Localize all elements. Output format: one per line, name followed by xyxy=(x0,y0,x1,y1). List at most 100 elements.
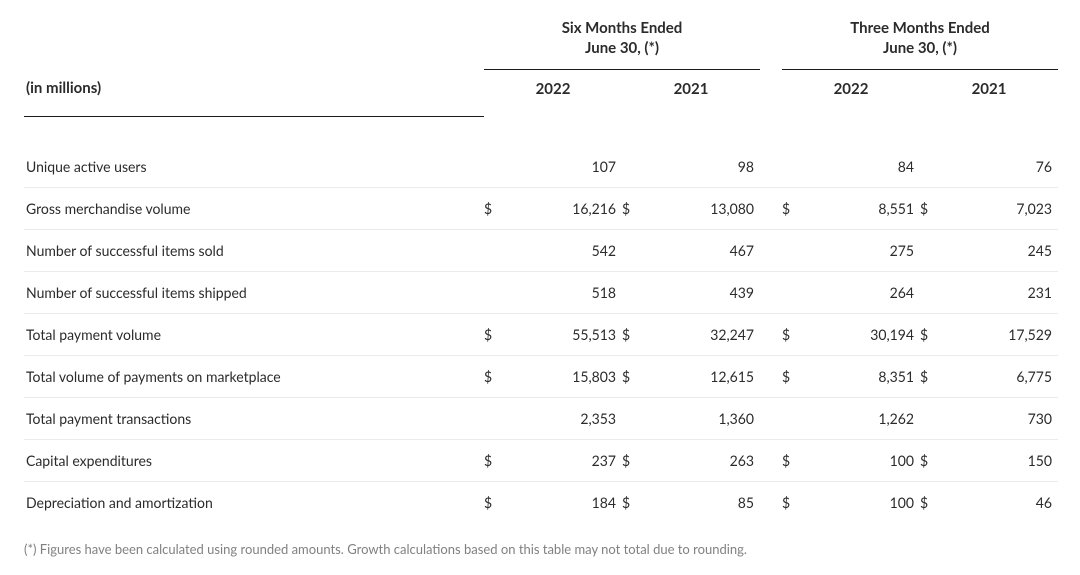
currency-symbol xyxy=(622,146,652,188)
metric-label: Number of successful items shipped xyxy=(24,272,484,314)
currency-symbol: $ xyxy=(920,314,950,356)
currency-symbol xyxy=(782,272,812,314)
currency-symbol: $ xyxy=(484,482,514,524)
year-6m-2022: 2022 xyxy=(484,69,622,116)
group-title-line2: June 30, (*) xyxy=(883,39,957,57)
metric-value: 231 xyxy=(950,272,1058,314)
metric-value: 46 xyxy=(950,482,1058,524)
metric-value: 32,247 xyxy=(652,314,760,356)
metric-label: Capital expenditures xyxy=(24,440,484,482)
metric-value: 263 xyxy=(652,440,760,482)
metric-value: 30,194 xyxy=(812,314,920,356)
metric-value: 85 xyxy=(652,482,760,524)
metric-value: 275 xyxy=(812,230,920,272)
metric-value: 237 xyxy=(514,440,622,482)
metric-value: 98 xyxy=(652,146,760,188)
table-row: Total volume of payments on marketplace … xyxy=(24,356,1058,398)
metric-value: 2,353 xyxy=(514,398,622,440)
currency-symbol xyxy=(484,272,514,314)
currency-symbol: $ xyxy=(782,482,812,524)
metric-value: 107 xyxy=(514,146,622,188)
metric-value: 100 xyxy=(812,440,920,482)
metric-value: 542 xyxy=(514,230,622,272)
metric-value: 8,351 xyxy=(812,356,920,398)
metric-value: 467 xyxy=(652,230,760,272)
metric-value: 17,529 xyxy=(950,314,1058,356)
column-group-three-months: Three Months Ended June 30, (*) xyxy=(782,18,1058,69)
metric-value: 518 xyxy=(514,272,622,314)
currency-symbol: $ xyxy=(622,482,652,524)
currency-symbol xyxy=(782,398,812,440)
currency-symbol xyxy=(622,398,652,440)
currency-symbol: $ xyxy=(920,440,950,482)
table-row: Total payment transactions 2,353 1,360 1… xyxy=(24,398,1058,440)
table-row: Number of successful items sold 542 467 … xyxy=(24,230,1058,272)
currency-symbol xyxy=(484,398,514,440)
currency-symbol xyxy=(920,230,950,272)
metric-value: 84 xyxy=(812,146,920,188)
currency-symbol: $ xyxy=(920,482,950,524)
metric-value: 150 xyxy=(950,440,1058,482)
metric-value: 245 xyxy=(950,230,1058,272)
metric-label: Unique active users xyxy=(24,146,484,188)
currency-symbol: $ xyxy=(622,440,652,482)
currency-symbol: $ xyxy=(622,356,652,398)
year-6m-2021: 2021 xyxy=(622,69,760,116)
currency-symbol xyxy=(622,230,652,272)
year-3m-2022: 2022 xyxy=(782,69,920,116)
currency-symbol: $ xyxy=(484,188,514,230)
metric-label: Total payment transactions xyxy=(24,398,484,440)
table-row: Total payment volume $ 55,513 $ 32,247 $… xyxy=(24,314,1058,356)
metric-label: Depreciation and amortization xyxy=(24,482,484,524)
currency-symbol: $ xyxy=(484,440,514,482)
currency-symbol xyxy=(622,272,652,314)
metric-value: 12,615 xyxy=(652,356,760,398)
metric-value: 15,803 xyxy=(514,356,622,398)
table-row: Unique active users 107 98 84 76 xyxy=(24,146,1058,188)
metric-value: 76 xyxy=(950,146,1058,188)
currency-symbol: $ xyxy=(782,188,812,230)
currency-symbol: $ xyxy=(484,356,514,398)
metric-value: 184 xyxy=(514,482,622,524)
currency-symbol: $ xyxy=(920,356,950,398)
metric-label: Gross merchandise volume xyxy=(24,188,484,230)
table-footnote: (*) Figures have been calculated using r… xyxy=(24,541,1056,557)
currency-symbol: $ xyxy=(782,440,812,482)
financial-metrics-table: Six Months Ended June 30, (*) Three Mont… xyxy=(24,18,1058,523)
metric-value: 1,360 xyxy=(652,398,760,440)
metric-value: 1,262 xyxy=(812,398,920,440)
metrics-body: Unique active users 107 98 84 76 Gross m… xyxy=(24,146,1058,523)
metric-value: 7,023 xyxy=(950,188,1058,230)
currency-symbol: $ xyxy=(782,314,812,356)
currency-symbol xyxy=(920,272,950,314)
currency-symbol: $ xyxy=(622,188,652,230)
table-row: Depreciation and amortization $ 184 $ 85… xyxy=(24,482,1058,524)
metric-label: Total payment volume xyxy=(24,314,484,356)
group-title-line1: Six Months Ended xyxy=(562,19,683,37)
currency-symbol xyxy=(484,146,514,188)
group-title-line2: June 30, (*) xyxy=(585,39,659,57)
currency-symbol xyxy=(782,230,812,272)
metric-value: 16,216 xyxy=(514,188,622,230)
metric-value: 55,513 xyxy=(514,314,622,356)
metric-value: 6,775 xyxy=(950,356,1058,398)
metric-value: 13,080 xyxy=(652,188,760,230)
currency-symbol xyxy=(920,146,950,188)
group-title-line1: Three Months Ended xyxy=(850,19,990,37)
metric-value: 264 xyxy=(812,272,920,314)
currency-symbol: $ xyxy=(920,188,950,230)
column-group-six-months: Six Months Ended June 30, (*) xyxy=(484,18,760,69)
table-row: Capital expenditures $ 237 $ 263 $ 100 $… xyxy=(24,440,1058,482)
currency-symbol: $ xyxy=(622,314,652,356)
currency-symbol xyxy=(782,146,812,188)
currency-symbol: $ xyxy=(484,314,514,356)
table-row: Gross merchandise volume $ 16,216 $ 13,0… xyxy=(24,188,1058,230)
year-3m-2021: 2021 xyxy=(920,69,1058,116)
currency-symbol xyxy=(484,230,514,272)
metric-label: Number of successful items sold xyxy=(24,230,484,272)
metric-label: Total volume of payments on marketplace xyxy=(24,356,484,398)
metric-value: 100 xyxy=(812,482,920,524)
unit-label: (in millions) xyxy=(24,69,484,116)
metric-value: 8,551 xyxy=(812,188,920,230)
metric-value: 439 xyxy=(652,272,760,314)
